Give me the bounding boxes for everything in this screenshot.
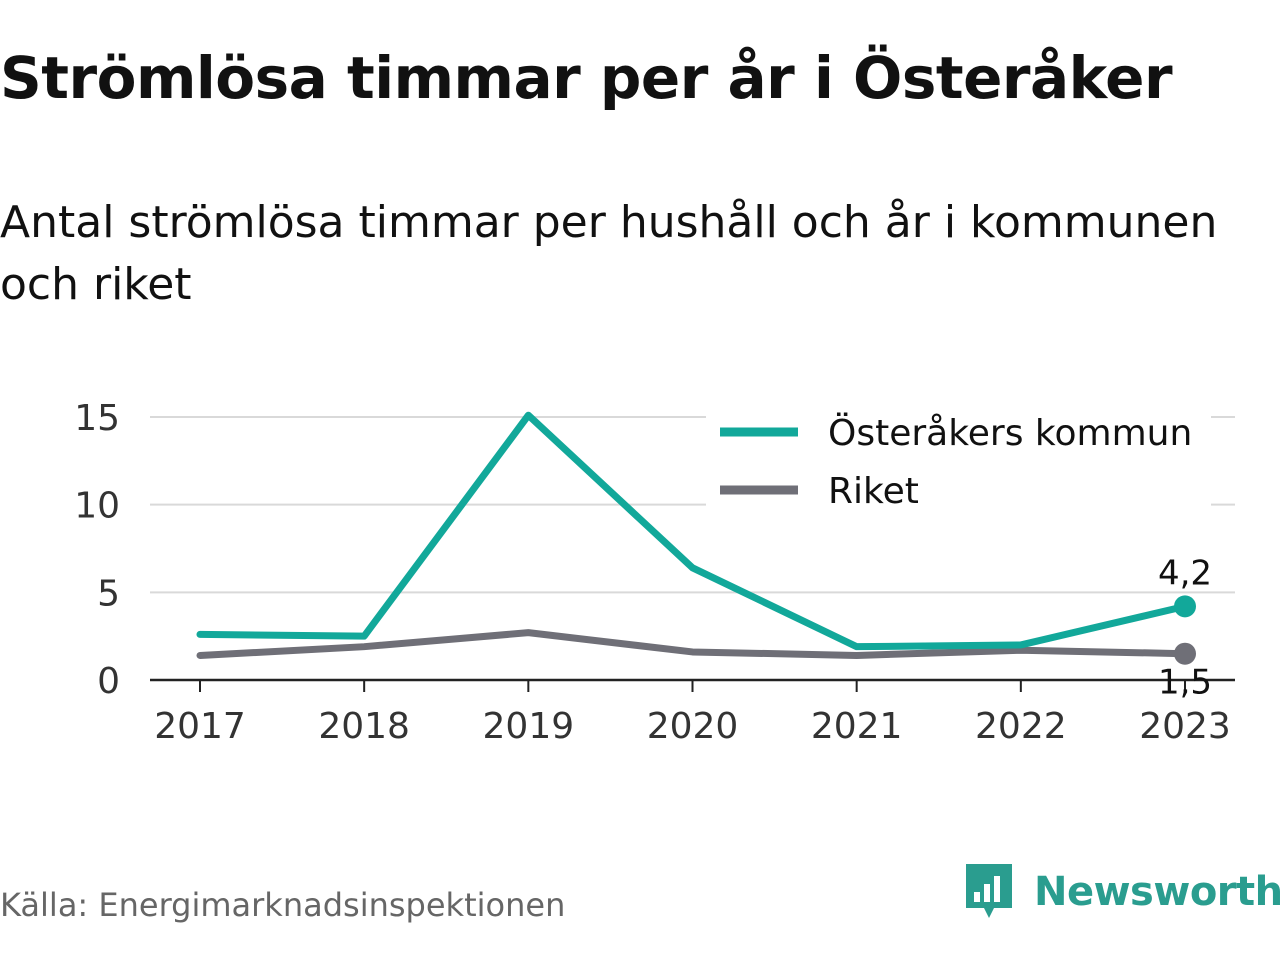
legend-label-osteraker: Österåkers kommun (828, 412, 1192, 454)
end-markers: 4,2 1,5 (1158, 553, 1212, 702)
source-note: Källa: Energimarknadsinspektionen (0, 886, 566, 924)
end-point-osteraker (1174, 595, 1196, 618)
end-label-osteraker: 4,2 (1158, 553, 1212, 593)
legend-background (706, 400, 1211, 518)
y-tick-label-10: 10 (74, 486, 120, 527)
legend: Österåkers kommun Riket (706, 400, 1211, 518)
newsworthy-logo-icon (966, 864, 1012, 918)
x-tick-label-2019: 2019 (483, 706, 575, 747)
y-tick-label-0: 0 (97, 661, 120, 702)
end-point-riket (1174, 642, 1196, 665)
x-tick-label-2018: 2018 (318, 706, 410, 747)
brand-logo: Newsworthy (964, 862, 1280, 922)
brand-name: Newsworthy (1034, 869, 1280, 915)
x-tick-label-2023: 2023 (1139, 706, 1231, 747)
chart-title: Strömlösa timmar per år i Österåker (0, 44, 1173, 112)
x-tick-label-2021: 2021 (811, 706, 903, 747)
x-axis: 2017 2018 2019 2020 2021 2022 2023 (150, 678, 1235, 747)
x-tick-label-2017: 2017 (154, 706, 246, 747)
series-line-osteraker (196, 411, 1189, 651)
y-axis-ticks: 0 5 10 15 (74, 398, 120, 702)
series-lines (196, 411, 1189, 659)
series-line-riket (196, 629, 1189, 659)
y-tick-label-15: 15 (74, 398, 120, 439)
y-tick-label-5: 5 (97, 573, 120, 614)
chart-subtitle: Antal strömlösa timmar per hushåll och å… (0, 197, 1218, 310)
end-label-riket: 1,5 (1158, 663, 1212, 703)
x-tick-label-2022: 2022 (975, 706, 1067, 747)
x-tick-label-2020: 2020 (647, 706, 739, 747)
legend-label-riket: Riket (828, 471, 919, 512)
